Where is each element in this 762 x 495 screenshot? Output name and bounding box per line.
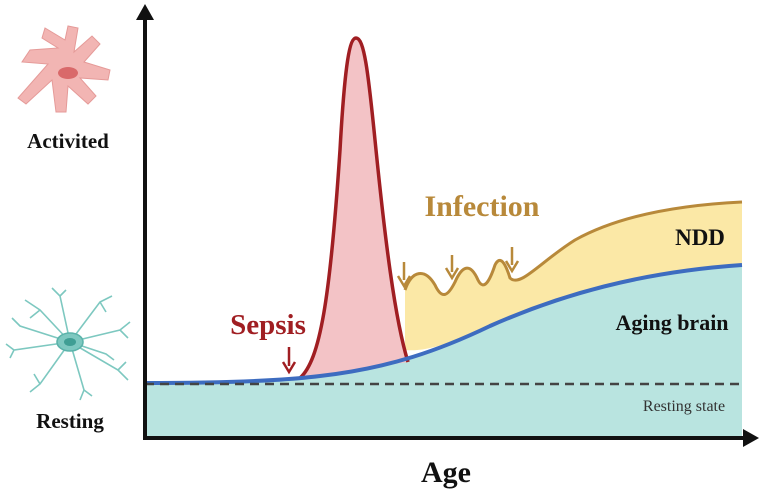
y-axis-bottom-label: Resting [36, 409, 104, 433]
activated-microglia-icon [17, 25, 111, 113]
infection-arrow-icon [396, 262, 412, 289]
y-axis-top-label: Activited [27, 129, 109, 153]
aging-brain-area [145, 265, 742, 438]
ndd-area [405, 202, 742, 351]
x-axis-label: Age [421, 456, 471, 489]
sepsis-peak-curve [298, 36, 410, 380]
resting-state-label: Resting state [643, 398, 725, 415]
sepsis-arrow-icon [281, 347, 297, 375]
aging-brain-label: Aging brain [615, 310, 728, 335]
ndd-curve [403, 200, 743, 296]
sepsis-label: Sepsis [230, 309, 306, 341]
aging-brain-curve [144, 263, 743, 385]
infection-arrow-icon [444, 255, 460, 281]
infection-arrow-icon [504, 247, 520, 274]
x-axis-arrowhead [743, 429, 759, 447]
infection-label: Infection [425, 190, 540, 223]
ndd-label: NDD [675, 225, 725, 250]
sepsis-peak-area [300, 38, 408, 378]
y-axis-arrowhead [136, 4, 154, 20]
resting-microglia-icon [5, 287, 131, 401]
